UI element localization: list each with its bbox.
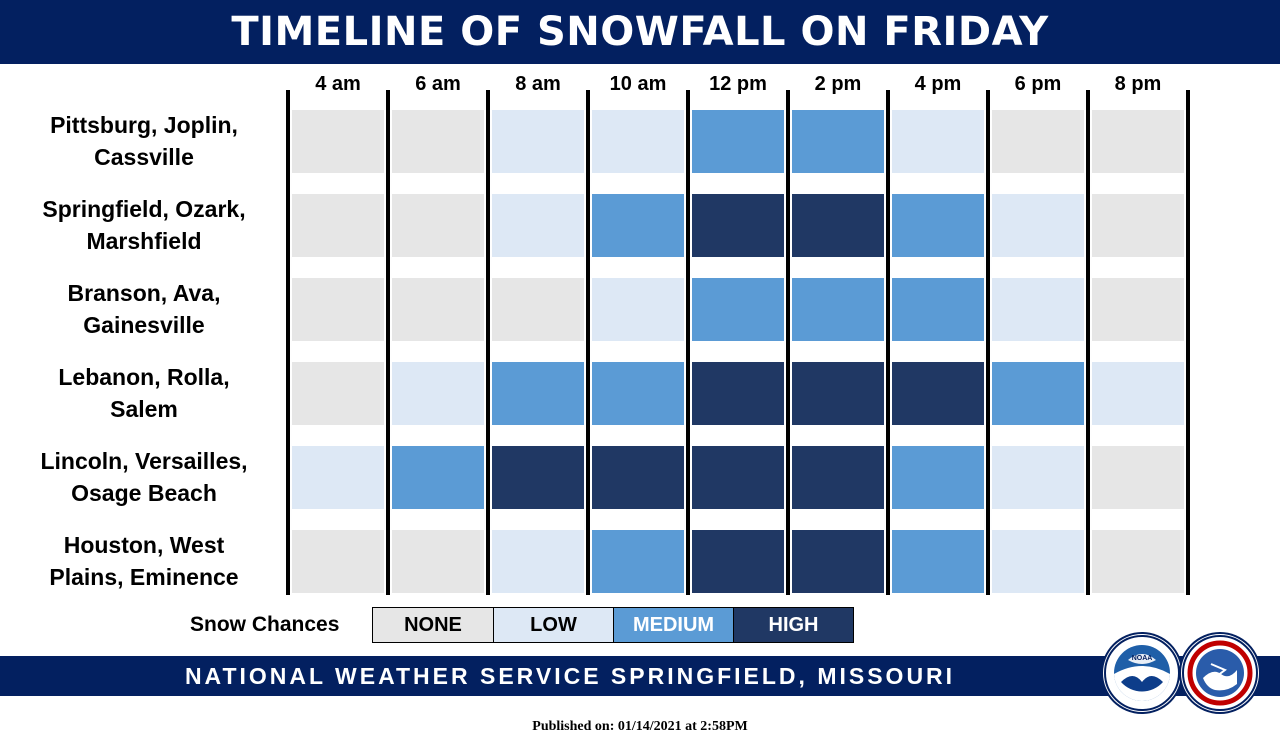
legend-item-high: HIGH	[733, 608, 853, 642]
heatmap-cell	[692, 110, 784, 173]
heatmap-cell	[992, 446, 1084, 509]
column-separator	[586, 90, 590, 595]
legend-item-none: NONE	[373, 608, 493, 642]
heatmap-cell	[292, 278, 384, 341]
heatmap-cell	[292, 530, 384, 593]
noaa-logo-text: NOAA	[1132, 655, 1153, 662]
nws-logo	[1181, 634, 1259, 712]
heatmap-cell	[1092, 278, 1184, 341]
heatmap-cell	[292, 362, 384, 425]
location-label: Pittsburg, Joplin, Cassville	[50, 112, 238, 170]
heatmap-cell	[692, 446, 784, 509]
heatmap-cell	[792, 446, 884, 509]
heatmap-cell	[992, 194, 1084, 257]
footer-banner: NATIONAL WEATHER SERVICE SPRINGFIELD, MI…	[0, 656, 1280, 696]
column-separator	[1186, 90, 1190, 595]
hour-label: 4 pm	[914, 73, 962, 95]
heatmap-cell	[492, 446, 584, 509]
legend: NONE LOW MEDIUM HIGH	[372, 607, 854, 643]
heatmap-cell	[692, 278, 784, 341]
heatmap-cell	[792, 194, 884, 257]
heatmap-cell	[792, 362, 884, 425]
hour-label: 8 am	[515, 73, 561, 95]
heatmap-cell	[692, 362, 784, 425]
heatmap-cell	[892, 446, 984, 509]
heatmap-cell	[492, 530, 584, 593]
heatmap-cell	[392, 446, 484, 509]
heatmap-cell	[892, 194, 984, 257]
heatmap-cell	[592, 278, 684, 341]
hour-label: 10 am	[609, 73, 667, 95]
hour-label: 8 pm	[1114, 73, 1162, 95]
heatmap-cell	[492, 278, 584, 341]
heatmap-cell	[992, 530, 1084, 593]
heatmap-cell	[892, 278, 984, 341]
published-date: Published on: 01/14/2021 at 2:58PM	[532, 719, 748, 734]
heatmap-cell	[1092, 530, 1184, 593]
heatmap-cell	[692, 530, 784, 593]
title-banner: TIMELINE OF SNOWFALL ON FRIDAY	[0, 0, 1280, 64]
heatmap-cell	[792, 530, 884, 593]
hour-label: 4 am	[315, 73, 361, 95]
column-separator	[786, 90, 790, 595]
location-label: Lebanon, Rolla, Salem	[58, 364, 230, 422]
heatmap-cell	[592, 362, 684, 425]
heatmap-cell	[1092, 110, 1184, 173]
heatmap-cell	[992, 362, 1084, 425]
legend-item-low: LOW	[493, 608, 613, 642]
location-label: Branson, Ava, Gainesville	[67, 280, 221, 338]
column-separator	[286, 90, 290, 595]
heatmap-cell	[1092, 194, 1184, 257]
heatmap-cell	[892, 110, 984, 173]
nws-logo-icon	[1182, 635, 1258, 711]
chart-title: TIMELINE OF SNOWFALL ON FRIDAY	[231, 9, 1049, 55]
heatmap-cell	[892, 530, 984, 593]
hour-label: 6 am	[415, 73, 461, 95]
heatmap-cell	[692, 194, 784, 257]
heatmap-cell	[592, 530, 684, 593]
heatmap-cell	[492, 194, 584, 257]
heatmap-cell	[292, 194, 384, 257]
heatmap-cell	[392, 278, 484, 341]
hour-label: 12 pm	[709, 73, 767, 95]
location-label: Houston, West Plains, Eminence	[49, 532, 239, 590]
heatmap-cell	[1092, 362, 1184, 425]
heatmap-cell	[392, 530, 484, 593]
heatmap-cell	[292, 446, 384, 509]
location-label: Springfield, Ozark, Marshfield	[42, 196, 246, 254]
heatmap-cell	[1092, 446, 1184, 509]
heatmap-cell	[392, 362, 484, 425]
column-separator	[1086, 90, 1090, 595]
snowfall-timeline-grid: 4 am 6 am 8 am 10 am 12 pm 2 pm 4 pm 6 pm 8 pm Pi…	[40, 73, 1190, 595]
column-separator	[386, 90, 390, 595]
hour-label: 6 pm	[1014, 73, 1062, 95]
column-separator	[686, 90, 690, 595]
heatmap-cell	[892, 362, 984, 425]
heatmap-cell	[492, 110, 584, 173]
heatmap-cell	[792, 110, 884, 173]
heatmap-cell	[592, 110, 684, 173]
footer-text: NATIONAL WEATHER SERVICE SPRINGFIELD, MI…	[184, 663, 956, 689]
column-separator	[486, 90, 490, 595]
noaa-logo: NOAA	[1103, 634, 1181, 712]
heatmap-cell	[992, 278, 1084, 341]
heatmap-cell	[492, 362, 584, 425]
legend-item-medium: MEDIUM	[613, 608, 733, 642]
hour-label: 2 pm	[814, 73, 862, 95]
heatmap-cell	[992, 110, 1084, 173]
heatmap-cell	[292, 110, 384, 173]
heatmap-cell	[592, 194, 684, 257]
heatmap-cell	[792, 278, 884, 341]
heatmap-cell	[592, 446, 684, 509]
location-label: Lincoln, Versailles, Osage Beach	[40, 448, 248, 506]
legend-label: Snow Chances	[190, 613, 340, 636]
heatmap-cell	[392, 194, 484, 257]
column-separator	[986, 90, 990, 595]
noaa-logo-icon: NOAA	[1104, 635, 1180, 711]
heatmap-cell	[392, 110, 484, 173]
column-separator	[886, 90, 890, 595]
